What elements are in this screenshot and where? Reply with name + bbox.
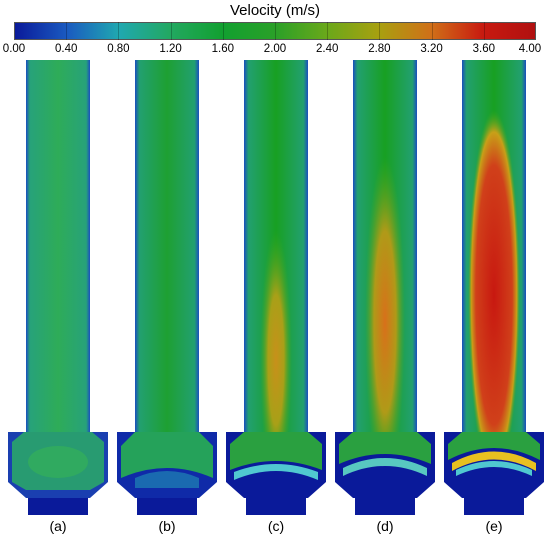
colorbar-tick-label: 4.00	[518, 43, 542, 55]
panel-label-c: (c)	[267, 518, 285, 534]
colorbar-tick-label: 2.40	[315, 43, 339, 55]
panel-label-a: (a)	[49, 518, 67, 534]
colorbar-tick-mark	[222, 22, 224, 40]
colorbar-tick-label: 3.20	[420, 43, 443, 55]
colorbar-tick-mark	[170, 22, 172, 40]
colorbar-tick-mark	[118, 22, 120, 40]
colorbar-tick-mark	[275, 22, 276, 40]
colorbar-tick-label: 0.80	[107, 43, 130, 55]
colorbar-tick-mark	[483, 22, 485, 40]
velocity-field-b	[117, 60, 217, 515]
colorbar-tick-label: 2.00	[263, 43, 287, 55]
colorbar-tick-mark	[327, 22, 329, 40]
panel-label-b: (b)	[158, 518, 176, 534]
velocity-field-e	[444, 60, 544, 515]
colorbar-title: Velocity (m/s)	[229, 2, 320, 19]
velocity-colorbar	[14, 22, 536, 40]
colorbar-tick-mark	[431, 22, 433, 40]
colorbar-tick-label: 0.40	[54, 43, 78, 55]
colorbar-tick-label: 0.00	[2, 43, 26, 55]
colorbar-tick-mark	[379, 22, 381, 40]
velocity-field-d	[335, 60, 435, 515]
panel-label-e: (e)	[485, 518, 503, 534]
colorbar-tick-label: 1.20	[159, 43, 182, 55]
velocity-field-c	[226, 60, 326, 515]
colorbar-tick-label: 2.80	[368, 43, 391, 55]
panel-label-d: (d)	[376, 518, 394, 534]
colorbar-tick-label: 3.60	[472, 43, 495, 55]
colorbar-tick-mark	[66, 22, 68, 40]
colorbar-tick-label: 1.60	[211, 43, 234, 55]
velocity-field-a	[8, 60, 108, 515]
